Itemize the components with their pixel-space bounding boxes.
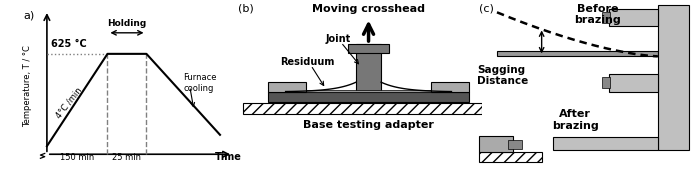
- Text: a): a): [23, 10, 34, 20]
- Bar: [658, 5, 689, 150]
- Bar: [508, 140, 521, 149]
- Text: Temperature, T / °C: Temperature, T / °C: [23, 45, 32, 127]
- Text: 25 min: 25 min: [112, 153, 142, 162]
- Text: Residuum: Residuum: [281, 57, 335, 67]
- Bar: [602, 77, 610, 88]
- Bar: [479, 136, 512, 152]
- Bar: [356, 44, 381, 92]
- Text: Time: Time: [215, 152, 242, 162]
- Text: Furnace
cooling: Furnace cooling: [183, 73, 216, 93]
- Text: Joint: Joint: [326, 34, 351, 44]
- Text: After
brazing: After brazing: [552, 109, 598, 131]
- Bar: [609, 74, 658, 92]
- Bar: [602, 12, 610, 23]
- Bar: [268, 92, 469, 102]
- Bar: [497, 51, 658, 56]
- Bar: [609, 9, 658, 26]
- Bar: [268, 90, 469, 92]
- Text: Before
brazing: Before brazing: [574, 4, 621, 25]
- Bar: [431, 82, 469, 92]
- Bar: [348, 44, 389, 53]
- Bar: [243, 103, 482, 114]
- Bar: [268, 82, 306, 92]
- Text: Base testing adapter: Base testing adapter: [303, 120, 434, 130]
- Text: (c): (c): [479, 4, 494, 14]
- Bar: [479, 152, 542, 162]
- Text: Moving crosshead: Moving crosshead: [312, 4, 425, 14]
- Text: 625 °C: 625 °C: [51, 39, 87, 49]
- Bar: [553, 137, 658, 150]
- Text: Sagging
Distance: Sagging Distance: [477, 65, 528, 86]
- Text: 4°C /min: 4°C /min: [54, 85, 83, 120]
- Text: (b): (b): [238, 4, 253, 14]
- Text: 150 min: 150 min: [60, 153, 94, 162]
- Text: Holding: Holding: [107, 19, 147, 28]
